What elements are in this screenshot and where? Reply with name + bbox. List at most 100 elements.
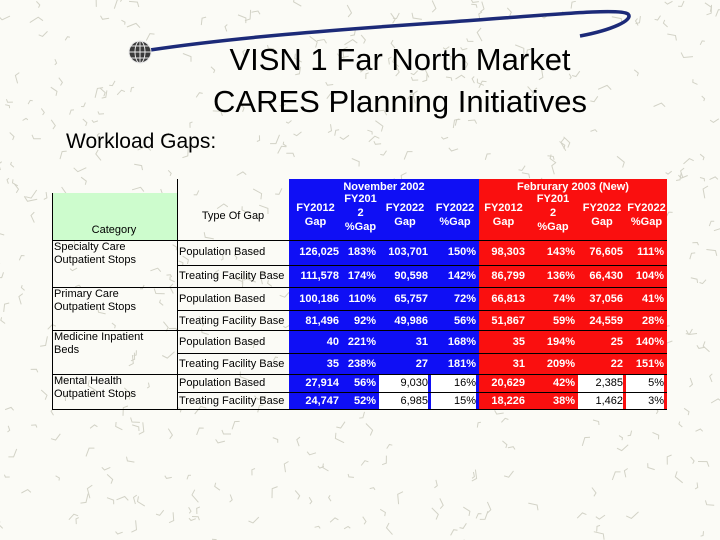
- value-cell: 126,025: [299, 246, 339, 258]
- category-header: Category: [91, 224, 137, 236]
- category-cell: Mental Health Outpatient Stops: [54, 375, 174, 409]
- category-line: Primary Care: [54, 288, 119, 300]
- column-header-line: FY2022: [627, 202, 666, 214]
- category-line: Beds: [54, 344, 80, 356]
- value-cell: 35: [512, 336, 525, 348]
- value-cell: 3%: [626, 393, 664, 410]
- grid-line: [52, 240, 667, 241]
- column-header-line: FY2022: [582, 202, 622, 214]
- type-of-gap-cell: Treating Facility Base: [179, 315, 285, 327]
- value-cell: 136%: [546, 270, 575, 282]
- value-cell: 98,303: [491, 246, 525, 258]
- value-cell: 111%: [637, 246, 664, 258]
- slide-subtitle: Workload Gaps:: [66, 130, 217, 153]
- group-header-february: Februrary 2003 (New): [517, 181, 629, 193]
- value-cell: 66,430: [589, 270, 623, 282]
- value-cell: 31: [512, 358, 525, 370]
- grid-line: [177, 310, 667, 311]
- value-cell: 56%: [353, 377, 376, 389]
- type-of-gap-cell: Population Based: [179, 246, 266, 258]
- value-cell: 27: [415, 358, 428, 370]
- column-header-line: FY2022: [435, 202, 475, 214]
- column-header-line: %Gap: [630, 216, 663, 228]
- type-of-gap-cell: Treating Facility Base: [179, 395, 285, 407]
- column-header-line: 2: [357, 207, 364, 219]
- value-cell: 51,867: [491, 315, 525, 327]
- column-header: FY2022 %Gap: [431, 193, 479, 240]
- grid-line: [177, 353, 667, 354]
- column-header: FY2012 Gap: [289, 193, 342, 240]
- value-cell: 5%: [626, 375, 664, 392]
- value-cell: 22: [610, 358, 623, 370]
- value-cell: 25: [610, 336, 623, 348]
- value-cell: 37,056: [589, 293, 623, 305]
- value-cell: 16%: [431, 375, 476, 392]
- value-cell: 41%: [641, 293, 664, 305]
- value-cell: 76,605: [589, 246, 623, 258]
- value-cell: 40: [326, 336, 339, 348]
- grid-line: [52, 193, 53, 410]
- slide-title-line1: VISN 1 Far North Market: [229, 42, 571, 77]
- column-header-line: FY201: [344, 193, 377, 205]
- category-cell: Specialty Care Outpatient Stops: [54, 241, 174, 275]
- category-line: Outpatient Stops: [54, 301, 136, 313]
- value-cell: 38%: [552, 395, 575, 407]
- slide-title-line2: CARES Planning Initiatives: [213, 84, 587, 119]
- value-cell: 9,030: [379, 375, 428, 392]
- column-header: FY2022 Gap: [578, 193, 626, 240]
- value-cell: 65,757: [394, 293, 428, 305]
- value-cell: 35: [326, 358, 339, 370]
- value-cell: 181%: [447, 358, 476, 370]
- value-cell: 168%: [447, 336, 476, 348]
- value-cell: 28%: [641, 315, 664, 327]
- column-header-line: Gap: [394, 216, 416, 228]
- value-cell: 6,985: [379, 393, 428, 410]
- column-header-line: FY2012: [484, 202, 523, 214]
- grid-line: [52, 374, 667, 375]
- grid-line: [52, 287, 667, 288]
- grid-line: [52, 409, 667, 410]
- value-cell: 110%: [348, 293, 376, 305]
- value-cell: 238%: [347, 358, 376, 370]
- value-cell: 104%: [635, 270, 664, 282]
- group-header-november: November 2002: [343, 181, 425, 193]
- grid-line: [177, 392, 667, 393]
- category-header-bg: [52, 193, 177, 240]
- column-header: FY2022 %Gap: [626, 193, 667, 240]
- blue-group-bg: [289, 179, 479, 410]
- value-cell: 15%: [431, 393, 476, 410]
- column-header-line: Gap: [492, 216, 515, 228]
- value-cell: 18,226: [491, 395, 525, 407]
- column-header-line: FY2012: [296, 202, 335, 214]
- column-header-line: 2: [549, 207, 557, 219]
- value-cell: 174%: [347, 270, 376, 282]
- value-cell: 49,986: [394, 315, 428, 327]
- value-cell: 81,496: [305, 315, 339, 327]
- grid-line: [52, 330, 667, 331]
- category-cell: Primary Care Outpatient Stops: [54, 288, 174, 322]
- column-header: FY201 2 %Gap: [528, 193, 578, 240]
- column-header-line: %Gap: [439, 216, 471, 228]
- value-cell: 103,701: [388, 246, 428, 258]
- workload-gaps-table: Category Type Of Gap November 2002 Februrar…: [52, 179, 667, 410]
- type-of-gap-cell: Population Based: [179, 377, 266, 389]
- value-cell: 66,813: [491, 293, 525, 305]
- value-cell: 140%: [635, 336, 664, 348]
- column-header-line: Gap: [591, 216, 613, 228]
- value-cell: 24,747: [305, 395, 339, 407]
- value-cell: 150%: [447, 246, 476, 258]
- category-line: Outpatient Stops: [54, 388, 136, 400]
- value-cell: 31: [415, 336, 428, 348]
- value-cell: 56%: [453, 315, 476, 327]
- value-cell: 24,559: [589, 315, 623, 327]
- value-cell: 2,385: [578, 375, 623, 392]
- value-cell: 90,598: [394, 270, 428, 282]
- column-header-line: %Gap: [537, 221, 569, 233]
- column-header-line: FY2022: [385, 202, 425, 214]
- category-cell: Medicine Inpatient Beds: [54, 331, 174, 365]
- column-header-line: FY201: [536, 193, 570, 205]
- globe-icon: [128, 40, 152, 64]
- value-cell: 42%: [552, 377, 575, 389]
- value-cell: 183%: [347, 246, 376, 258]
- value-cell: 59%: [552, 315, 575, 327]
